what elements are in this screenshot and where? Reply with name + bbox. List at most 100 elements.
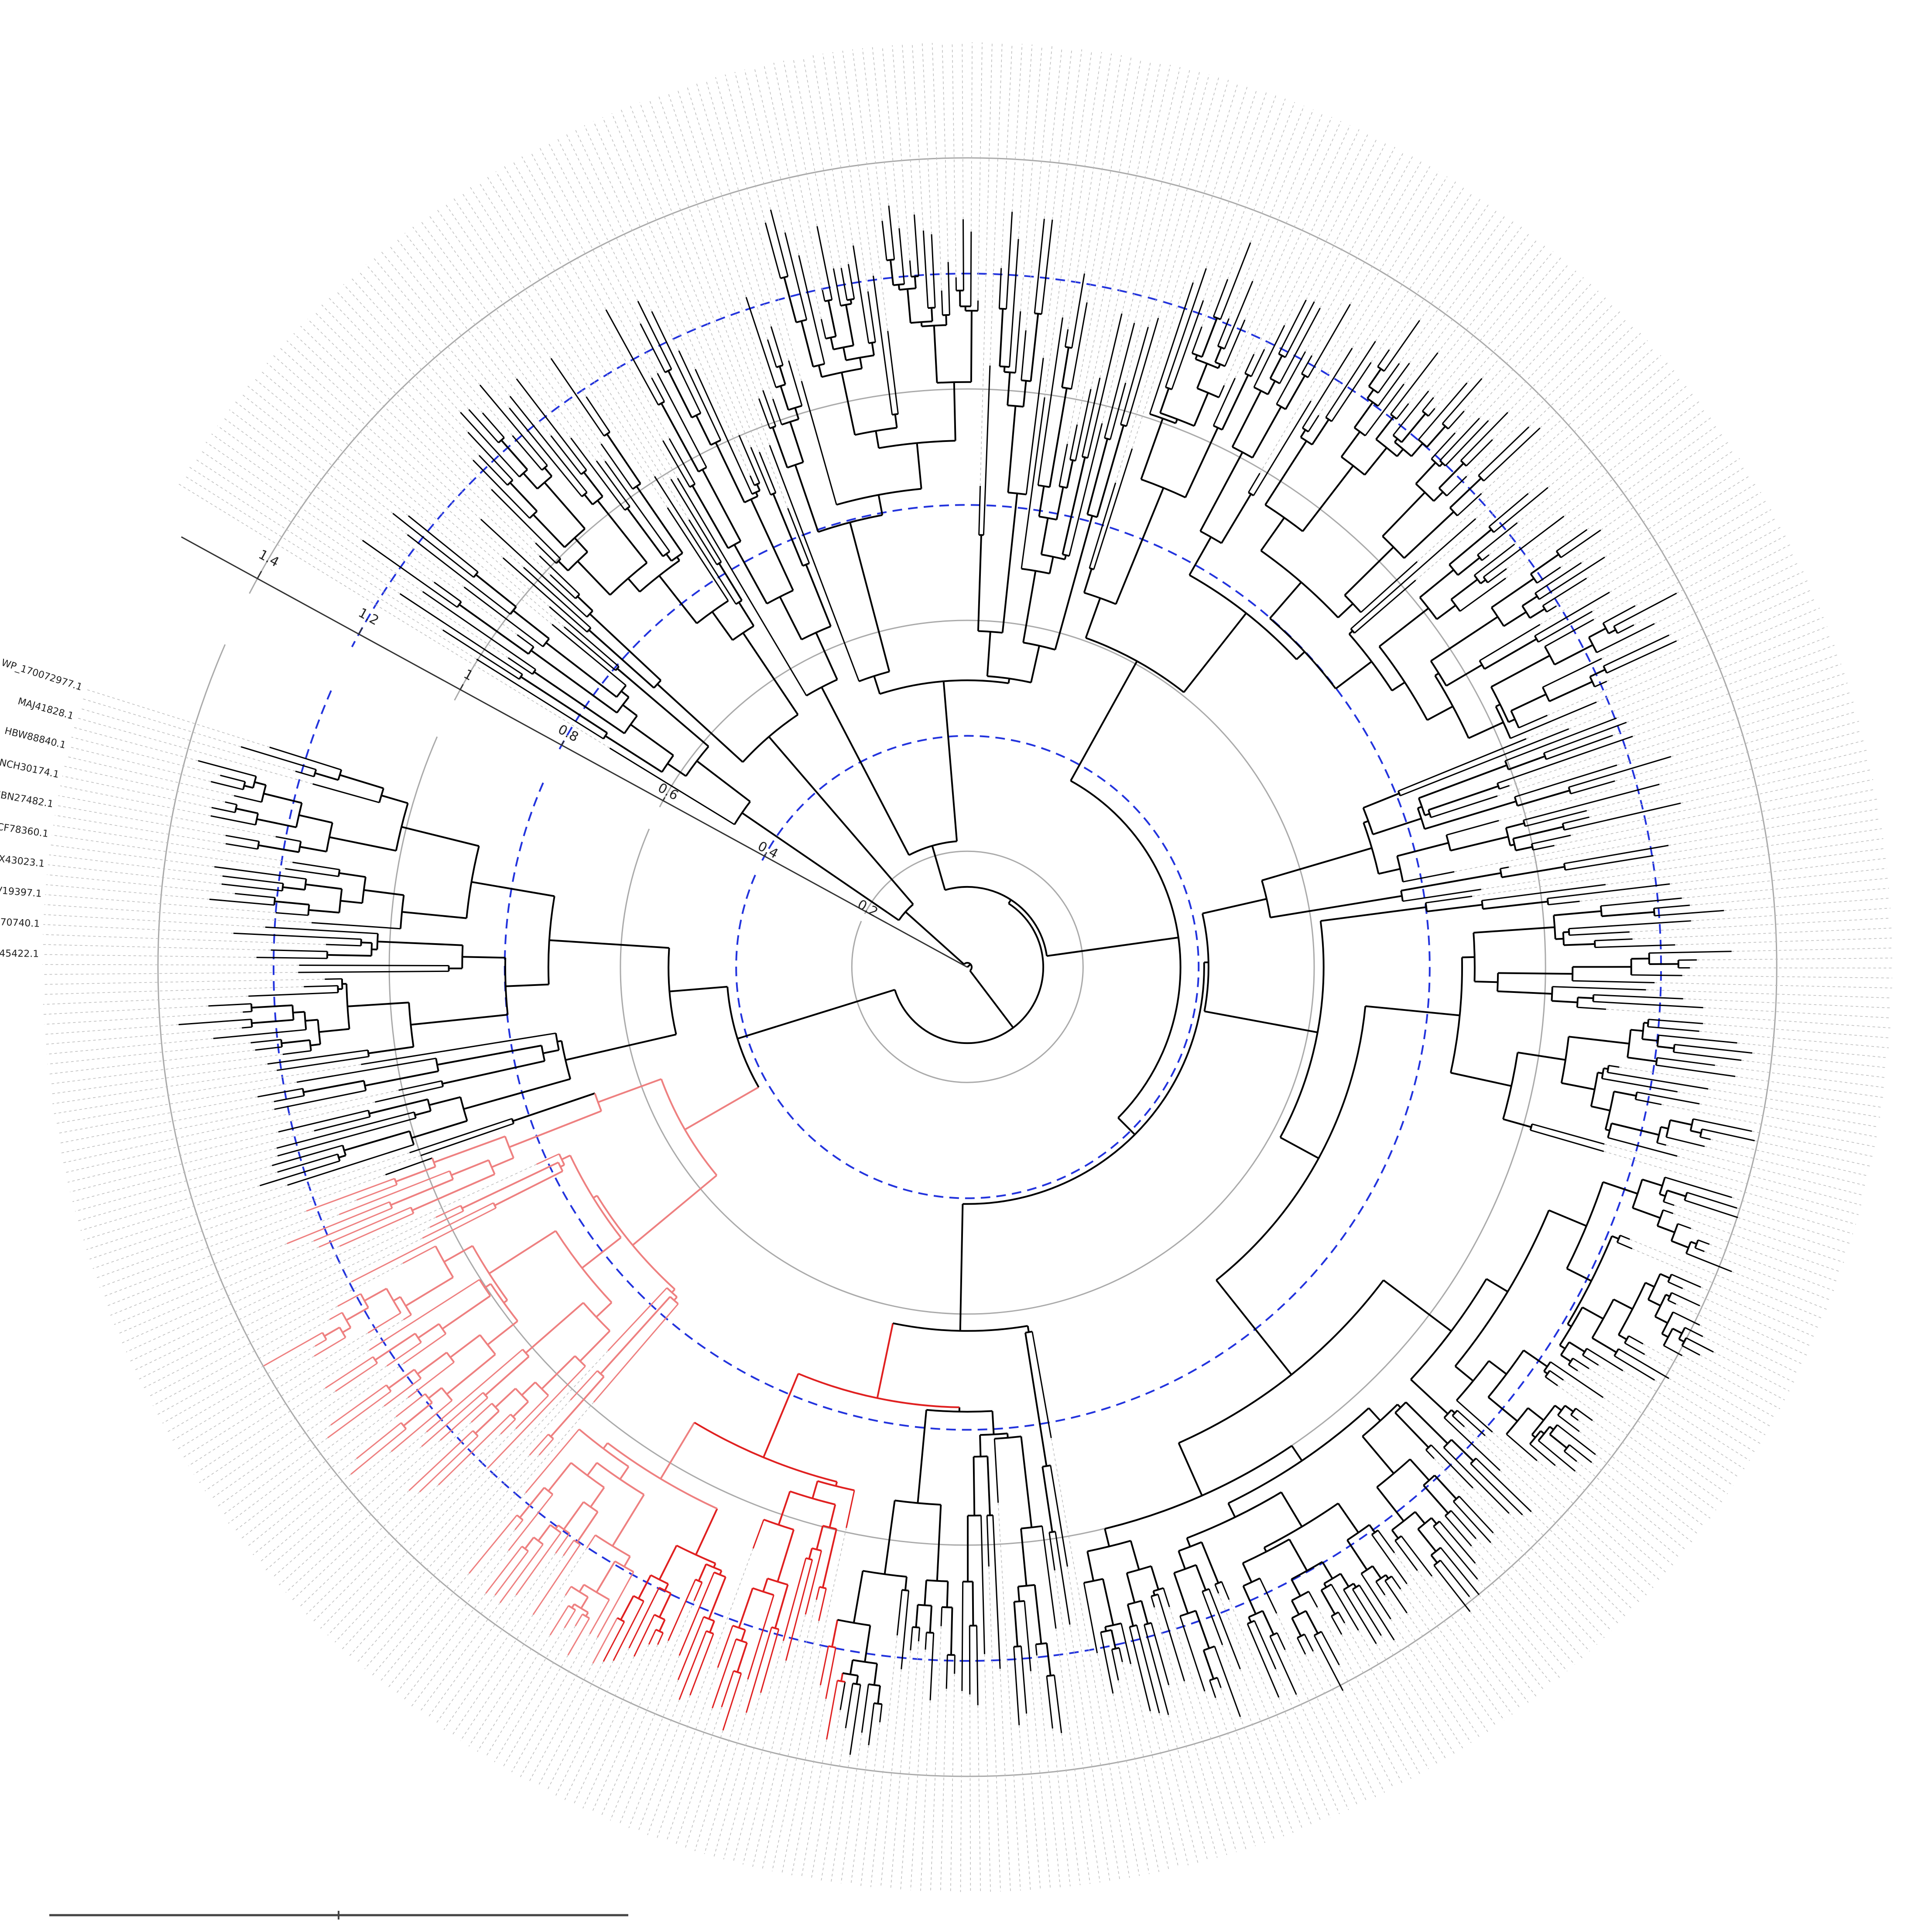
leader-line bbox=[51, 1064, 267, 1094]
leader-line bbox=[106, 1215, 339, 1306]
leaf-branch bbox=[763, 390, 776, 426]
stem-branch bbox=[1084, 569, 1092, 593]
leaf-branch bbox=[1685, 1200, 1738, 1218]
leaf-branch bbox=[1665, 1177, 1732, 1198]
leader-line bbox=[901, 1641, 918, 1889]
leader-line bbox=[343, 1400, 571, 1649]
leader-line bbox=[148, 1263, 403, 1397]
stem-branch bbox=[775, 1585, 788, 1629]
stem-branch bbox=[874, 676, 880, 694]
leaf-branch bbox=[1225, 320, 1245, 366]
leaf-branch bbox=[436, 1205, 461, 1217]
stem-branch bbox=[709, 1577, 726, 1619]
stem-branch bbox=[1613, 1299, 1632, 1309]
leader-line bbox=[1596, 1454, 1698, 1534]
stem-branch bbox=[1194, 393, 1208, 426]
stem-branch bbox=[394, 1297, 401, 1301]
leader-line bbox=[53, 825, 292, 862]
stem-branch bbox=[809, 1548, 812, 1559]
leaf-branch bbox=[723, 1673, 741, 1731]
leader-line bbox=[228, 1406, 384, 1523]
stem-branch bbox=[842, 373, 855, 435]
leaf-branch bbox=[530, 1434, 548, 1455]
stem-branch bbox=[545, 482, 585, 529]
stem-branch bbox=[743, 633, 798, 715]
leaf-branch bbox=[283, 1051, 311, 1054]
leader-line bbox=[1646, 990, 1891, 998]
leader-line bbox=[676, 1707, 722, 1845]
leader-line bbox=[1732, 1198, 1853, 1234]
leaf-branch bbox=[220, 775, 245, 782]
stem-branch bbox=[582, 1238, 621, 1268]
leader-line bbox=[1420, 209, 1497, 321]
stem-branch bbox=[339, 1156, 346, 1158]
leaf-branch bbox=[897, 1590, 902, 1635]
stem-branch bbox=[925, 1580, 926, 1605]
stem-branch bbox=[1047, 938, 1178, 956]
stem-branch bbox=[841, 1673, 843, 1681]
leader-line bbox=[216, 1425, 331, 1507]
leaf-branch bbox=[941, 1607, 942, 1626]
leader-line bbox=[1705, 1146, 1866, 1186]
stem-branch bbox=[1591, 1106, 1610, 1111]
stem-branch bbox=[305, 884, 342, 889]
leader-line bbox=[1682, 1355, 1780, 1409]
leader-line bbox=[882, 46, 899, 228]
leaf-branch bbox=[1674, 1052, 1741, 1061]
leaf-branch bbox=[1569, 1365, 1578, 1371]
stem-branch bbox=[930, 1606, 932, 1633]
stem-branch bbox=[543, 1050, 559, 1053]
stem-branch bbox=[891, 260, 893, 285]
leaf-branch bbox=[610, 748, 734, 825]
leader-line bbox=[65, 766, 225, 802]
leaf-branch bbox=[313, 784, 380, 803]
stem-branch bbox=[1041, 518, 1048, 554]
leader-line bbox=[1635, 527, 1781, 606]
leader-line bbox=[1343, 1690, 1394, 1788]
stem-branch bbox=[492, 1158, 514, 1167]
leaf-branch bbox=[277, 1112, 414, 1148]
leader-line bbox=[1682, 878, 1888, 898]
stem-branch bbox=[1131, 1541, 1139, 1570]
leader-line bbox=[68, 1132, 278, 1182]
leader-line bbox=[911, 1649, 925, 1890]
leaf-branch bbox=[222, 884, 282, 891]
stem-branch bbox=[344, 1131, 410, 1150]
stem-branch bbox=[1039, 486, 1044, 517]
leaf-branch bbox=[770, 445, 859, 681]
leader-line bbox=[1699, 1104, 1877, 1137]
leader-line bbox=[1732, 948, 1892, 951]
leaf-branch bbox=[1700, 1137, 1711, 1140]
axis-tick-label: 1.4 bbox=[256, 547, 282, 570]
leaf-branch bbox=[1447, 476, 1467, 496]
stem-branch bbox=[1609, 630, 1616, 633]
stem-branch bbox=[1363, 794, 1399, 808]
stem-branch bbox=[1513, 827, 1563, 838]
leaf-branch bbox=[969, 1625, 970, 1694]
leaf-branch bbox=[517, 635, 534, 647]
stem-branch bbox=[665, 1584, 668, 1591]
stem-branch bbox=[412, 1121, 467, 1138]
axis-tick bbox=[460, 684, 463, 690]
leaf-branch bbox=[503, 558, 587, 632]
leader-line bbox=[343, 284, 460, 412]
leader-line bbox=[126, 1164, 536, 1352]
stem-branch bbox=[630, 725, 673, 756]
stem-branch bbox=[660, 1593, 671, 1617]
leader-line bbox=[45, 1028, 242, 1044]
stem-branch bbox=[1196, 1565, 1206, 1590]
leaf-branch bbox=[357, 1185, 397, 1200]
leader-line bbox=[1578, 1371, 1739, 1477]
stem-branch bbox=[487, 1321, 517, 1345]
leader-line bbox=[685, 1730, 723, 1848]
leader-line bbox=[241, 394, 393, 513]
stem-branch bbox=[1488, 1397, 1518, 1421]
stem-branch bbox=[1379, 608, 1428, 647]
leaf-branch bbox=[1547, 606, 1556, 612]
leader-line bbox=[1418, 1571, 1521, 1708]
stem-branch bbox=[658, 684, 743, 762]
stem-branch bbox=[1341, 432, 1360, 457]
leader-line bbox=[163, 1366, 264, 1423]
leader-line bbox=[260, 371, 564, 627]
leaf-branch bbox=[1569, 756, 1671, 787]
